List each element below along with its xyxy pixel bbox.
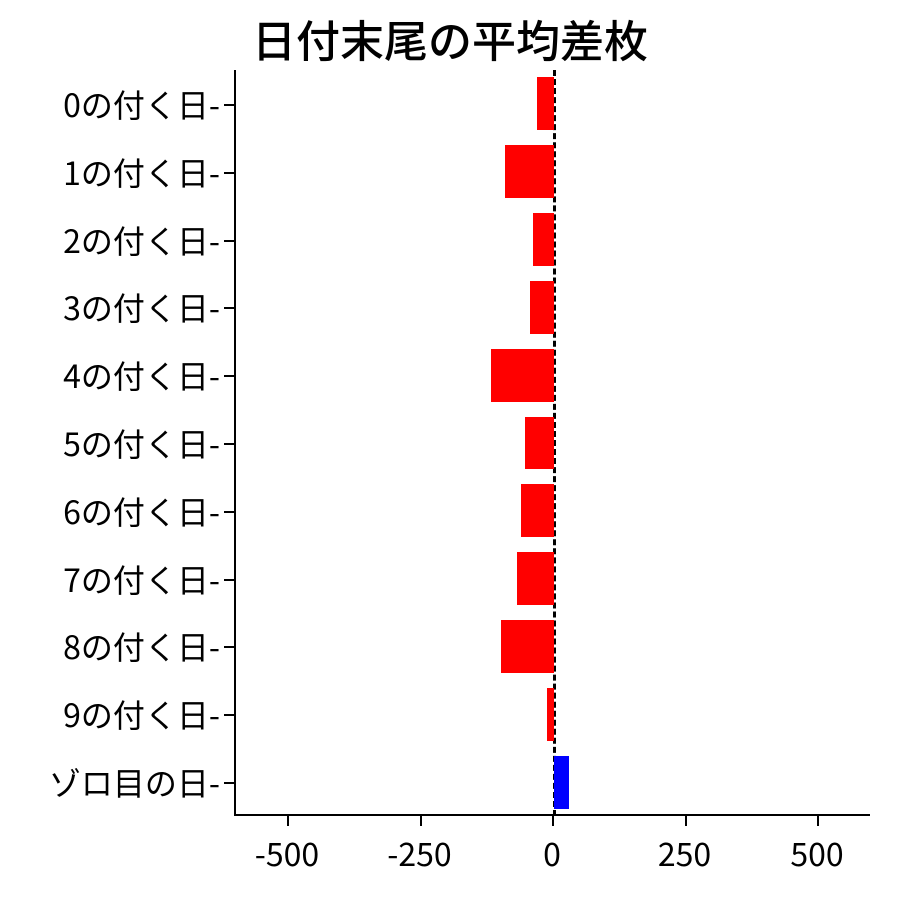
y-axis-label: 6の付く日- bbox=[0, 488, 220, 534]
y-axis-tick bbox=[224, 104, 234, 106]
y-axis-label: 8の付く日- bbox=[0, 623, 220, 669]
y-axis-label: 0の付く日- bbox=[0, 81, 220, 127]
y-axis-label: 1の付く日- bbox=[0, 149, 220, 195]
y-axis-tick bbox=[224, 443, 234, 445]
x-axis-tick bbox=[685, 816, 687, 826]
chart-container: 日付末尾の平均差枚 0の付く日- 1の付く日- 2の付く日- 3の付く日- 4の付く日-… bbox=[0, 0, 900, 900]
x-axis-label: -500 bbox=[255, 830, 319, 876]
plot-area bbox=[234, 70, 870, 816]
y-axis-tick bbox=[224, 307, 234, 309]
y-axis-tick bbox=[224, 375, 234, 377]
y-axis-label: ゾロ目の日- bbox=[0, 759, 220, 805]
y-axis-tick bbox=[224, 240, 234, 242]
x-axis-tick bbox=[817, 816, 819, 826]
x-axis-label: 250 bbox=[658, 830, 711, 876]
bar bbox=[533, 213, 554, 266]
bar bbox=[517, 552, 554, 605]
x-axis-tick bbox=[552, 816, 554, 826]
x-axis-tick bbox=[420, 816, 422, 826]
bar bbox=[521, 484, 554, 537]
bar bbox=[537, 77, 554, 130]
y-axis-tick bbox=[224, 782, 234, 784]
y-axis-label: 2の付く日- bbox=[0, 217, 220, 263]
x-axis-tick bbox=[287, 816, 289, 826]
y-axis-tick bbox=[224, 579, 234, 581]
bar bbox=[501, 620, 554, 673]
bar bbox=[530, 281, 554, 334]
x-axis-label: -250 bbox=[387, 830, 451, 876]
bar bbox=[547, 688, 554, 741]
x-axis-label: 500 bbox=[790, 830, 843, 876]
y-axis-label: 7の付く日- bbox=[0, 556, 220, 602]
y-axis-tick bbox=[224, 511, 234, 513]
y-axis-label: 9の付く日- bbox=[0, 691, 220, 737]
y-axis-tick bbox=[224, 646, 234, 648]
y-axis-label: 3の付く日- bbox=[0, 284, 220, 330]
y-axis-label: 4の付く日- bbox=[0, 352, 220, 398]
bar bbox=[525, 417, 554, 470]
bar bbox=[554, 756, 569, 809]
y-axis-tick bbox=[224, 714, 234, 716]
y-axis-label: 5の付く日- bbox=[0, 420, 220, 466]
x-axis-label: 0 bbox=[543, 830, 561, 876]
chart-title: 日付末尾の平均差枚 bbox=[0, 6, 900, 70]
bar bbox=[491, 349, 554, 402]
bar bbox=[505, 145, 554, 198]
y-axis-tick bbox=[224, 172, 234, 174]
